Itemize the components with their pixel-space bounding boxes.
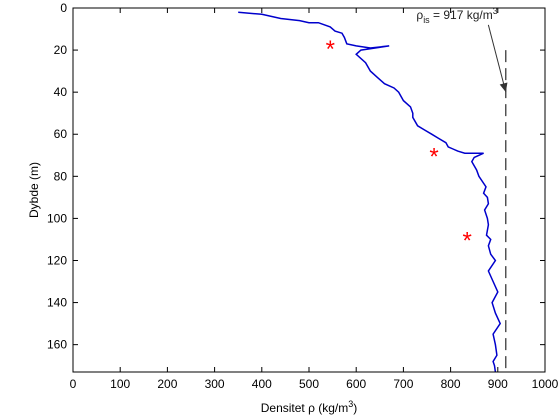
y-tick-label: 60 — [54, 127, 68, 141]
x-tick-label: 400 — [252, 377, 272, 391]
y-tick-label: 40 — [54, 85, 68, 99]
y-tick-label: 20 — [54, 43, 68, 57]
y-tick-label: 100 — [47, 211, 67, 225]
x-tick-label: 0 — [70, 377, 77, 391]
annotation-arrow — [487, 24, 507, 93]
y-tick-labels: 0 20 40 60 80 100 120 140 160 — [47, 1, 67, 352]
x-tick-label: 1000 — [532, 377, 559, 391]
annotation-value: = 917 kg/m — [430, 8, 493, 22]
y-tick-label: 140 — [47, 296, 67, 310]
x-tick-label: 800 — [441, 377, 461, 391]
reference-density-group: ρis = 917 kg/m3 — [416, 6, 508, 372]
y-tick-label: 120 — [47, 253, 67, 267]
x-tick-label: 100 — [110, 377, 130, 391]
x-tick-label: 200 — [157, 377, 177, 391]
y-tick-label: 0 — [60, 1, 67, 15]
sample-marker: * — [462, 227, 471, 254]
y-axis-label: Dybde (m) — [27, 162, 41, 218]
x-tick-label: 900 — [488, 377, 508, 391]
density-profile-line — [238, 11, 502, 373]
y-tick-label: 80 — [54, 169, 68, 183]
plot-area — [73, 8, 545, 372]
x-tick-label: 500 — [299, 377, 319, 391]
sample-marker: * — [429, 143, 438, 170]
annotation-superscript: 3 — [493, 6, 498, 16]
annotation-rho: ρ — [416, 8, 423, 22]
x-tick-label: 600 — [346, 377, 366, 391]
x-tick-label: 300 — [205, 377, 225, 391]
plot-frame — [72, 7, 546, 373]
x-tick-label: 700 — [393, 377, 413, 391]
x-tick-labels: 0 100 200 300 400 500 600 700 800 900 1000 — [70, 377, 559, 391]
annotation-arrowhead — [499, 82, 508, 93]
sample-markers: * * * — [326, 36, 472, 254]
x-axis-label: Densitet ρ (kg/m3) — [261, 399, 358, 415]
reference-annotation: ρis = 917 kg/m3 — [416, 6, 497, 25]
y-tick-label: 160 — [47, 338, 67, 352]
annotation-subscript: is — [423, 15, 430, 25]
sample-marker: * — [326, 36, 335, 63]
